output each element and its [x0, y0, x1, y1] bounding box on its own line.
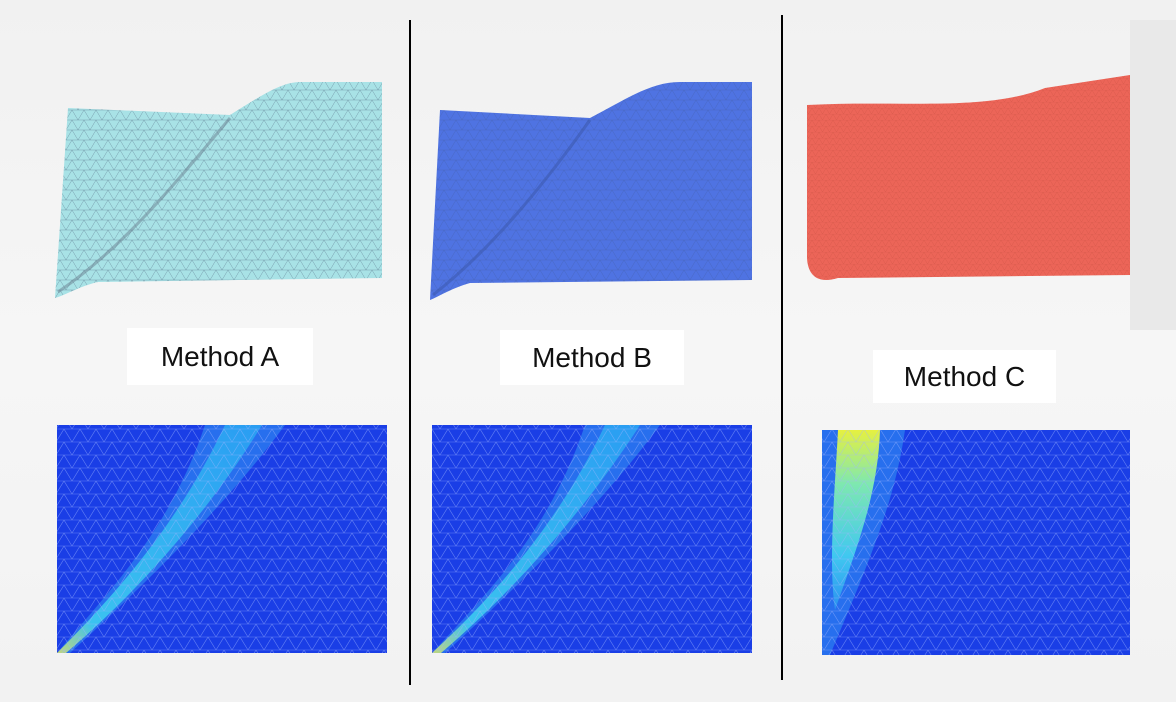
- heatmap-a: [57, 425, 387, 653]
- method-label: Method B: [500, 330, 684, 385]
- method-label: Method A: [127, 328, 313, 385]
- heatmap-c: [822, 430, 1130, 655]
- mesh-surface-a: [55, 82, 382, 298]
- background-panel: [1130, 20, 1176, 330]
- heatmap-b: [432, 425, 752, 653]
- method-label: Method C: [873, 350, 1056, 403]
- mesh-surface-b: [430, 82, 752, 300]
- mesh-surface-c: [807, 75, 1130, 280]
- page: Method A Method B Method C (() => { cons…: [0, 0, 1176, 702]
